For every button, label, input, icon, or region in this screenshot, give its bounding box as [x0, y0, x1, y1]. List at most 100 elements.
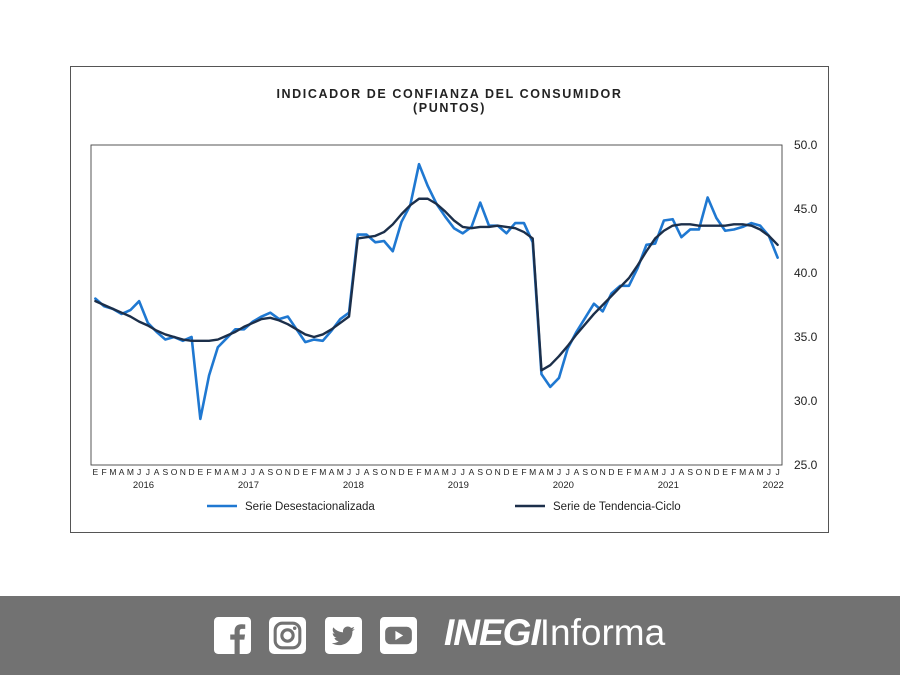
x-month-label: D	[189, 467, 195, 477]
x-month-label: J	[137, 467, 141, 477]
legend: Serie Desestacionalizada Serie de Tendenc…	[207, 501, 681, 513]
x-month-label: S	[477, 467, 483, 477]
chart-title: INDICADOR DE CONFIANZA DEL CONSUMIDOR	[276, 87, 623, 101]
brand-light: Informa	[539, 612, 666, 653]
plot-area	[90, 144, 783, 466]
x-month-label: A	[539, 467, 545, 477]
y-tick-label: 30.0	[794, 394, 818, 408]
x-month-label: A	[749, 467, 755, 477]
instagram-icon[interactable]	[269, 617, 306, 654]
x-month-label: A	[574, 467, 580, 477]
y-tick-label: 40.0	[794, 266, 818, 280]
y-tick-label: 35.0	[794, 330, 818, 344]
x-month-label: F	[311, 467, 316, 477]
footer-bar: INEGIInforma	[0, 596, 900, 675]
x-month-label: J	[557, 467, 561, 477]
x-month-label: S	[163, 467, 169, 477]
facebook-icon[interactable]	[214, 617, 251, 654]
x-month-label: N	[390, 467, 396, 477]
x-month-label: D	[503, 467, 509, 477]
x-month-label: M	[529, 467, 536, 477]
x-month-label: A	[154, 467, 160, 477]
x-month-label: N	[285, 467, 291, 477]
series-lines	[94, 162, 779, 421]
x-month-label: A	[119, 467, 125, 477]
x-month-label: J	[251, 467, 255, 477]
x-month-label: J	[767, 467, 771, 477]
x-year-label: 2022	[763, 480, 784, 491]
x-month-label: O	[381, 467, 388, 477]
y-tick-label: 45.0	[794, 202, 818, 216]
x-month-label: E	[302, 467, 308, 477]
x-month-label: J	[146, 467, 150, 477]
x-month-label: E	[722, 467, 728, 477]
x-year-label: 2018	[343, 480, 364, 491]
y-tick-label: 25.0	[794, 458, 818, 472]
x-month-label: O	[171, 467, 178, 477]
x-month-label: E	[512, 467, 518, 477]
x-month-label: M	[214, 467, 221, 477]
chart-frame: INDICADOR DE CONFIANZA DEL CONSUMIDOR (P…	[70, 66, 829, 533]
x-month-label: N	[600, 467, 606, 477]
x-month-label: A	[224, 467, 230, 477]
x-month-label: J	[461, 467, 465, 477]
x-month-label: A	[469, 467, 475, 477]
x-month-label: M	[109, 467, 116, 477]
x-month-label: S	[372, 467, 378, 477]
x-month-label: O	[276, 467, 283, 477]
x-month-label: E	[407, 467, 413, 477]
x-month-label: O	[591, 467, 598, 477]
x-month-label: M	[127, 467, 134, 477]
x-month-label: N	[180, 467, 186, 477]
x-month-label: D	[293, 467, 299, 477]
x-axis-year-labels: 2016 2017 2018 2019 2020 2021 2022	[133, 480, 784, 491]
x-month-label: J	[356, 467, 360, 477]
chart-title-block: INDICADOR DE CONFIANZA DEL CONSUMIDOR (P…	[71, 87, 828, 115]
chart-subtitle: (PUNTOS)	[413, 101, 486, 115]
x-year-label: 2017	[238, 480, 259, 491]
x-month-label: F	[206, 467, 211, 477]
x-month-label: J	[662, 467, 666, 477]
x-month-label: M	[424, 467, 431, 477]
x-month-label: S	[267, 467, 273, 477]
y-tick-label: 50.0	[794, 138, 818, 152]
x-year-label: 2020	[553, 480, 574, 491]
brand-strong: INEGI	[444, 612, 541, 653]
x-month-label: M	[442, 467, 449, 477]
x-month-label: M	[739, 467, 746, 477]
x-month-label: O	[486, 467, 493, 477]
x-month-label: A	[434, 467, 440, 477]
inegi-informa-logo: INEGIInforma	[444, 612, 665, 656]
x-month-label: F	[102, 467, 107, 477]
x-month-label: S	[582, 467, 588, 477]
x-month-label: E	[617, 467, 623, 477]
x-month-label: S	[687, 467, 693, 477]
x-year-label: 2019	[448, 480, 469, 491]
legend-label: Serie de Tendencia-Ciclo	[553, 501, 681, 513]
x-month-label: N	[495, 467, 501, 477]
x-month-label: F	[416, 467, 421, 477]
x-month-label: N	[705, 467, 711, 477]
x-month-label: D	[608, 467, 614, 477]
x-month-label: J	[347, 467, 351, 477]
x-month-label: F	[626, 467, 631, 477]
x-year-label: 2021	[658, 480, 679, 491]
x-month-label: J	[452, 467, 456, 477]
x-month-label: D	[713, 467, 719, 477]
twitter-icon[interactable]	[325, 617, 362, 654]
x-month-label: J	[671, 467, 675, 477]
youtube-icon[interactable]	[380, 617, 417, 654]
legend-label: Serie Desestacionalizada	[245, 501, 375, 513]
x-month-label: A	[364, 467, 370, 477]
x-month-label: J	[566, 467, 570, 477]
x-month-label: J	[242, 467, 246, 477]
x-month-label: M	[547, 467, 554, 477]
series-line-tendencia-ciclo	[94, 197, 779, 372]
x-month-label: M	[757, 467, 764, 477]
y-axis-ticks: 50.0 45.0 40.0 35.0 30.0 25.0	[794, 138, 818, 472]
x-month-label: F	[521, 467, 526, 477]
x-month-label: M	[337, 467, 344, 477]
x-month-label: O	[696, 467, 703, 477]
x-month-label: F	[731, 467, 736, 477]
